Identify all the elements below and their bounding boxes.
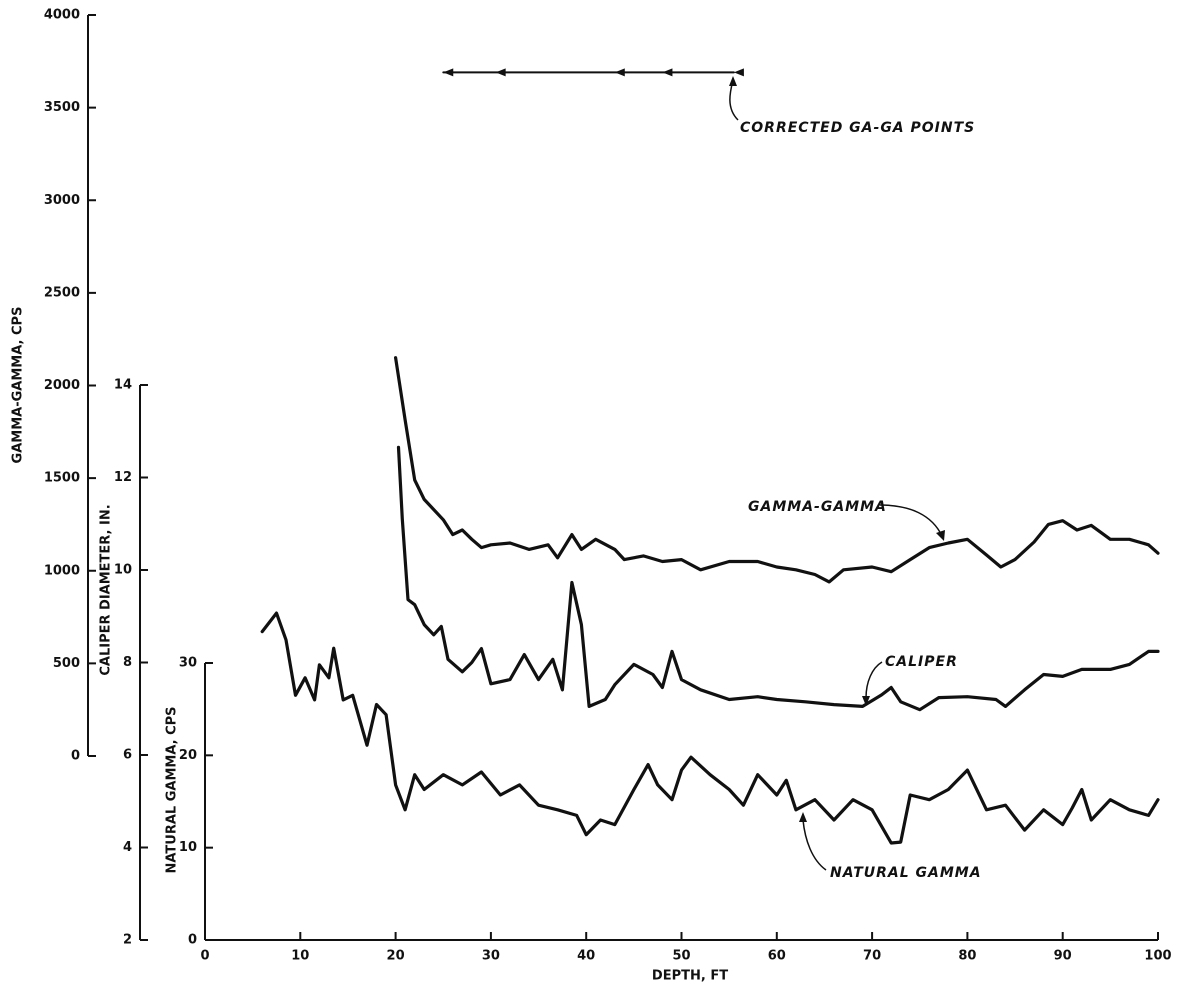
x-tick-label: 20 bbox=[387, 949, 405, 964]
x-tick-label: 70 bbox=[863, 949, 881, 964]
annotation: CORRECTED GA-GA POINTS bbox=[740, 120, 975, 136]
y-tick-label: 10 bbox=[114, 563, 132, 578]
x-tick-label: 0 bbox=[200, 949, 209, 964]
y-tick-label: 500 bbox=[53, 656, 80, 671]
x-tick-label: 80 bbox=[958, 949, 976, 964]
arrow-head bbox=[799, 812, 807, 822]
annotation-arrow bbox=[802, 819, 827, 871]
y-tick-label: 12 bbox=[114, 470, 132, 485]
y-tick-label: 2 bbox=[123, 933, 132, 948]
point-marker bbox=[495, 68, 506, 77]
x-axis-label: DEPTH, FT bbox=[652, 969, 728, 984]
point-marker bbox=[614, 68, 625, 77]
arrow-head bbox=[936, 530, 945, 541]
y-tick-label: 8 bbox=[123, 655, 132, 670]
y-tick-label: 2000 bbox=[44, 378, 80, 393]
y-tick-label: 0 bbox=[71, 749, 80, 764]
arrow-head bbox=[729, 76, 737, 86]
x-tick-label: 10 bbox=[291, 949, 309, 964]
y-tick-label: 1000 bbox=[44, 563, 80, 578]
x-tick-label: 90 bbox=[1054, 949, 1072, 964]
series-line bbox=[396, 445, 1160, 712]
point-marker bbox=[662, 68, 673, 77]
point-marker bbox=[733, 68, 744, 77]
point-marker bbox=[443, 68, 454, 77]
y-tick-label: 4000 bbox=[44, 8, 80, 23]
series-line bbox=[260, 611, 1160, 845]
y3-axis-label: NATURAL GAMMA, CPS bbox=[165, 706, 180, 873]
annotation: NATURAL GAMMA bbox=[830, 865, 982, 881]
annotation-arrow bbox=[879, 504, 943, 537]
y-tick-label: 3000 bbox=[44, 193, 80, 208]
y-tick-label: 2500 bbox=[44, 285, 80, 300]
y-tick-label: 30 bbox=[179, 656, 197, 671]
y-tick-label: 3500 bbox=[44, 100, 80, 115]
y-tick-label: 6 bbox=[123, 748, 132, 763]
y-tick-label: 0 bbox=[188, 933, 197, 948]
series-line bbox=[394, 356, 1160, 584]
y2-axis-label: CALIPER DIAMETER, IN. bbox=[99, 504, 114, 675]
annotation-arrow bbox=[865, 661, 883, 699]
annotation: CALIPER bbox=[885, 654, 958, 670]
y-axis-label: GAMMA-GAMMA, CPS bbox=[11, 307, 26, 464]
x-tick-label: 60 bbox=[768, 949, 786, 964]
y-tick-label: 14 bbox=[114, 378, 132, 393]
x-tick-label: 50 bbox=[672, 949, 690, 964]
x-tick-label: 30 bbox=[482, 949, 500, 964]
x-tick-label: 100 bbox=[1144, 949, 1171, 964]
y-tick-label: 4 bbox=[123, 840, 132, 855]
annotation: GAMMA-GAMMA bbox=[748, 499, 887, 515]
x-tick-label: 40 bbox=[577, 949, 595, 964]
y-tick-label: 20 bbox=[179, 748, 197, 763]
y-tick-label: 10 bbox=[179, 840, 197, 855]
arrow-head bbox=[862, 696, 870, 706]
y-tick-label: 1500 bbox=[44, 471, 80, 486]
